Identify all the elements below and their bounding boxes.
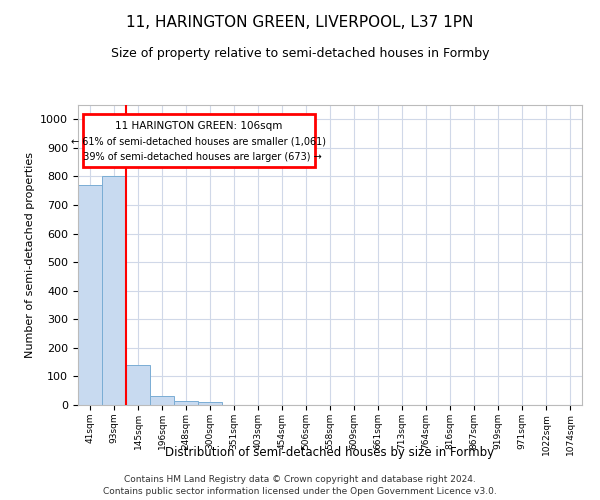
Bar [150,396,174,405]
FancyBboxPatch shape [83,114,315,166]
Bar [198,402,222,405]
Text: Distribution of semi-detached houses by size in Formby: Distribution of semi-detached houses by … [166,446,494,459]
Text: Size of property relative to semi-detached houses in Formby: Size of property relative to semi-detach… [111,48,489,60]
Text: 39% of semi-detached houses are larger (673) →: 39% of semi-detached houses are larger (… [77,152,322,162]
Text: Contains HM Land Registry data © Crown copyright and database right 2024.: Contains HM Land Registry data © Crown c… [124,474,476,484]
Bar [102,176,126,405]
Y-axis label: Number of semi-detached properties: Number of semi-detached properties [25,152,35,358]
Bar [174,400,198,405]
Bar [78,185,102,405]
Text: 11 HARINGTON GREEN: 106sqm: 11 HARINGTON GREEN: 106sqm [115,120,283,130]
Text: ← 61% of semi-detached houses are smaller (1,061): ← 61% of semi-detached houses are smalle… [71,136,326,146]
Text: 11, HARINGTON GREEN, LIVERPOOL, L37 1PN: 11, HARINGTON GREEN, LIVERPOOL, L37 1PN [127,15,473,30]
Bar [126,365,150,405]
Text: Contains public sector information licensed under the Open Government Licence v3: Contains public sector information licen… [103,486,497,496]
